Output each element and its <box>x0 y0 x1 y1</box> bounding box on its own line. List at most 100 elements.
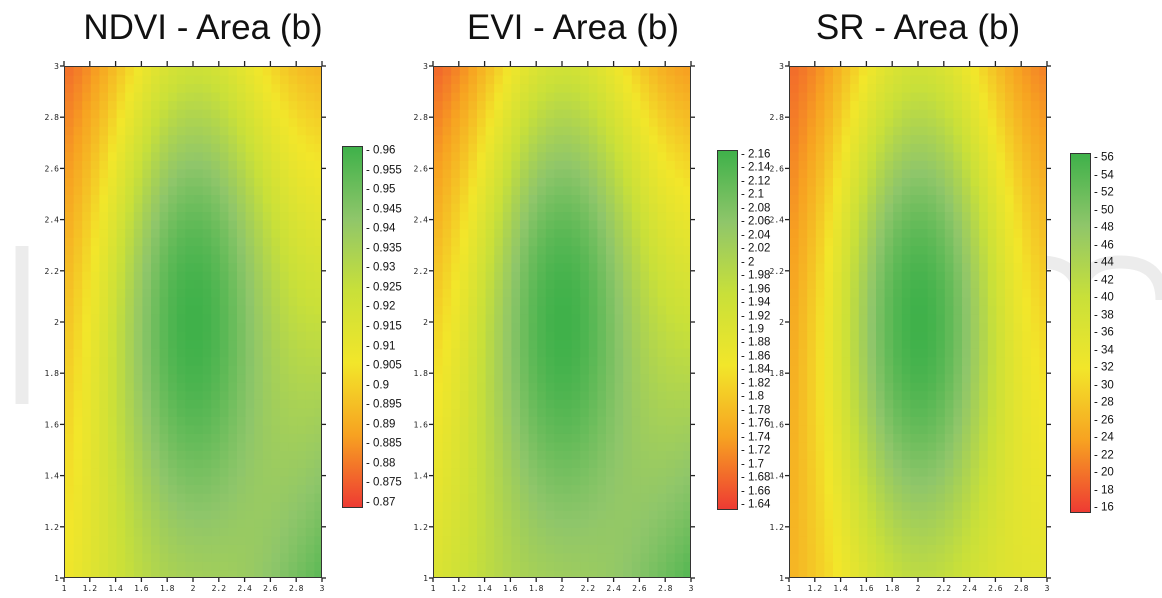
heatmap-cell <box>511 263 521 273</box>
heatmap-cell <box>254 203 264 213</box>
heatmap-cell <box>133 476 143 486</box>
y-tick-label: 1.4 <box>414 472 429 481</box>
heatmap-cell <box>194 459 204 469</box>
heatmap-cell <box>674 570 684 577</box>
heatmap-cell <box>485 305 495 316</box>
heatmap-cell <box>858 75 868 85</box>
heatmap-cell <box>953 314 963 324</box>
heatmap-cell <box>194 382 204 392</box>
colorbar-tick-label: - 1.74 <box>741 430 771 443</box>
heatmap-cell <box>927 143 937 153</box>
heatmap-cell <box>1013 229 1023 239</box>
heatmap-cell <box>314 220 321 230</box>
heatmap-cell <box>108 160 118 170</box>
heatmap-cell <box>1030 177 1040 188</box>
heatmap-cell <box>202 561 212 572</box>
heatmap-cell <box>434 570 444 577</box>
heatmap-cell <box>944 195 954 205</box>
heatmap-cell <box>944 67 954 77</box>
heatmap-cell <box>245 280 255 290</box>
heatmap-cell <box>133 459 143 469</box>
heatmap-cell <box>1005 271 1015 281</box>
heatmap-cell <box>631 67 641 77</box>
heatmap-cell <box>211 527 221 537</box>
heatmap-cell <box>588 169 598 179</box>
heatmap-cell <box>459 271 469 281</box>
heatmap-cell <box>314 468 321 478</box>
heatmap-cell <box>520 237 530 247</box>
heatmap-cell <box>876 271 886 281</box>
heatmap-cell <box>176 237 186 247</box>
heatmap-cell <box>280 408 290 418</box>
heatmap-cell <box>262 357 272 367</box>
heatmap-cell <box>202 570 212 577</box>
heatmap-cell <box>211 365 221 375</box>
heatmap-cell <box>528 67 538 77</box>
heatmap-cell <box>176 391 186 401</box>
heatmap-cell <box>1039 220 1046 230</box>
heatmap-cell <box>494 212 504 222</box>
heatmap-cell <box>833 314 843 324</box>
heatmap-cell <box>790 340 800 350</box>
heatmap-cell <box>545 553 555 563</box>
heatmap-cell <box>142 118 152 128</box>
heatmap-cell <box>674 527 684 537</box>
heatmap-cell <box>962 152 972 162</box>
heatmap-cell <box>563 177 573 188</box>
heatmap-cell <box>824 101 834 111</box>
heatmap-cell <box>528 101 538 111</box>
heatmap-cell <box>228 203 238 213</box>
heatmap-cell <box>798 160 808 170</box>
heatmap-cell <box>1039 152 1046 162</box>
heatmap-cell <box>807 135 817 145</box>
x-tick-label: 1.4 <box>477 584 492 593</box>
y-tick-label: 1.6 <box>45 420 60 429</box>
heatmap-cell <box>442 561 452 572</box>
heatmap-cell <box>674 331 684 341</box>
heatmap-cell <box>1039 374 1046 384</box>
heatmap-cell <box>442 160 452 170</box>
heatmap-cell <box>271 169 281 179</box>
heatmap-cell <box>314 527 321 537</box>
heatmap-cell <box>468 408 478 418</box>
heatmap-cell <box>790 152 800 162</box>
heatmap-cell <box>194 468 204 478</box>
heatmap-cell <box>168 169 178 179</box>
heatmap-cell <box>674 536 684 546</box>
heatmap-cell <box>511 399 521 409</box>
heatmap-cell <box>987 374 997 384</box>
heatmap-cell <box>82 212 92 222</box>
heatmap-cell <box>468 109 478 119</box>
heatmap-cell <box>1022 288 1032 298</box>
heatmap-cell <box>459 220 469 230</box>
heatmap-cell <box>571 126 581 136</box>
heatmap-cell <box>108 203 118 213</box>
heatmap-cell <box>979 340 989 350</box>
heatmap-cell <box>970 365 980 375</box>
heatmap-cell <box>537 305 547 316</box>
heatmap-cell <box>159 527 169 537</box>
heatmap-cell <box>571 118 581 128</box>
heatmap-cell <box>683 357 690 367</box>
heatmap-cell <box>511 177 521 188</box>
heatmap-cell <box>936 186 946 196</box>
heatmap-cell <box>537 263 547 273</box>
heatmap-cell <box>176 109 186 119</box>
heatmap-cell <box>910 195 920 205</box>
heatmap-cell <box>90 101 100 111</box>
heatmap-cell <box>623 92 633 102</box>
heatmap-cell <box>597 220 607 230</box>
heatmap-cell <box>108 459 118 469</box>
heatmap-cell <box>477 263 487 273</box>
heatmap-cell <box>116 544 126 554</box>
heatmap-cell <box>434 391 444 401</box>
heatmap-cell <box>640 536 650 546</box>
heatmap-cell <box>537 186 547 196</box>
heatmap-cell <box>116 519 126 529</box>
heatmap-cell <box>520 135 530 145</box>
heatmap-cell <box>545 305 555 316</box>
heatmap-cell <box>185 382 195 392</box>
heatmap-cell <box>996 229 1006 239</box>
heatmap-cell <box>254 152 264 162</box>
heatmap-cell <box>194 348 204 358</box>
